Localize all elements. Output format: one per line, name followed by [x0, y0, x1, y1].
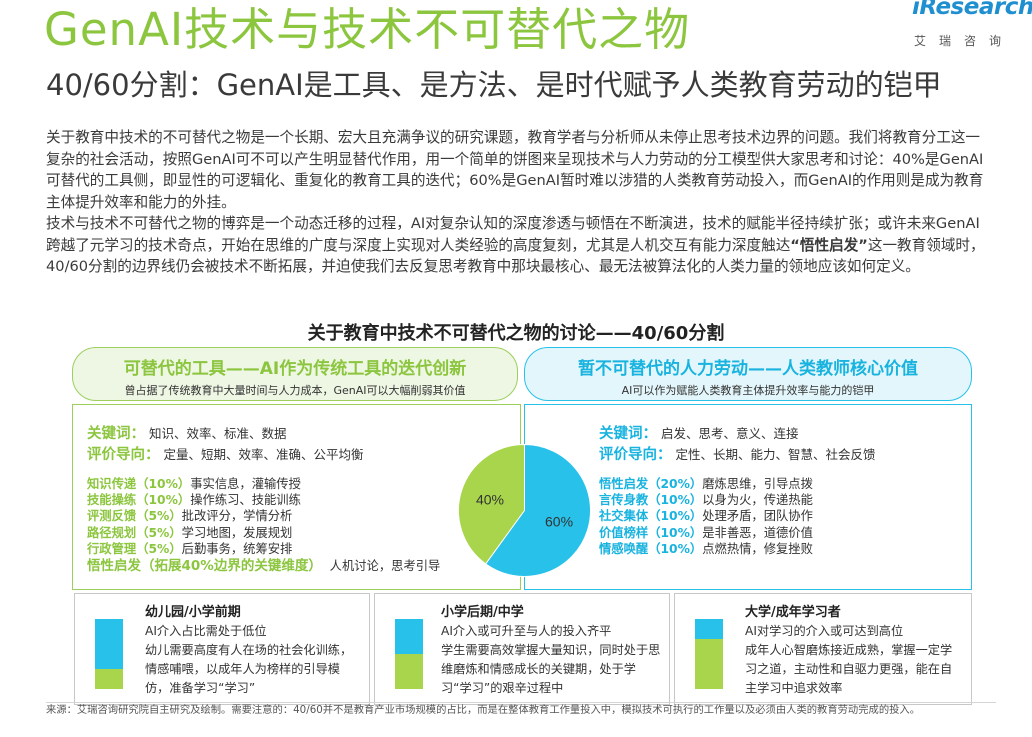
item-key: 悟性启发（20%） [599, 477, 703, 491]
item-key: 技能操练（10%） [87, 493, 191, 508]
item-key: 言传身教（10%） [599, 493, 703, 508]
page-title: GenAI技术与技术不可替代之物 [44, 3, 691, 56]
item-value: 操作练习、技能训练 [190, 493, 301, 508]
intro-p2-highlight: “悟性启发” [790, 236, 868, 254]
left-keywords-label: 关键词： [87, 426, 145, 442]
item-key: 评测反馈（5%） [87, 509, 182, 524]
pie-slice-label: 60% [545, 514, 573, 530]
list-item: 悟性启发（20%）磨炼思维，引导点拨 [599, 476, 813, 492]
card-line1: AI介入占比需处于低位 [145, 624, 267, 638]
item-value: 人机讨论，思考引导 [329, 559, 441, 574]
card-text: AI介入或可升至与人的投入齐平 学生需要高效掌握大量知识，同时处于思维磨炼和情感… [441, 622, 663, 698]
left-keywords-value: 知识、效率、标准、数据 [148, 426, 287, 441]
card-line1: AI介入或可升至与人的投入齐平 [441, 624, 612, 638]
card-text: AI介入占比需处于低位 幼儿需要高度有人在场的社会化训练，情感哺喂，以成年人为榜… [145, 622, 361, 698]
card-early-stage: 幼儿园/小学前期 AI介入占比需处于低位 幼儿需要高度有人在场的社会化训练，情感… [74, 593, 370, 705]
ai-share-bar [395, 619, 423, 689]
ai-share-bar-ai [95, 619, 123, 670]
logo-chinese: 艾瑞咨询 [914, 34, 1015, 48]
list-item: 悟性启发（拓展40%边界的关键维度） 人机讨论，思考引导 [87, 558, 440, 574]
section-title: 关于教育中技术不可替代之物的讨论——40/60分割 [307, 323, 725, 344]
intro-p2-c: 这一教育领域时，40/60分割的边界线仍会被技术不断拓展，并迫使我们去反复思考教… [46, 236, 985, 276]
left-evaluation-value: 定量、短期、效率、准确、公平均衡 [163, 447, 364, 462]
ai-share-bar [695, 619, 723, 689]
ai-share-bar-human [695, 638, 723, 689]
ai-share-bar [95, 619, 123, 689]
item-key: 价值榜样（10%） [599, 525, 703, 540]
right-items: 悟性启发（20%）磨炼思维，引导点拨 言传身教（10%）以身为火，传递热能 社交… [599, 476, 813, 557]
left-keywords: 关键词： 知识、效率、标准、数据 [87, 422, 287, 443]
left-panel: 关键词： 知识、效率、标准、数据 评价导向： 定量、短期、效率、准确、公平均衡 … [72, 404, 521, 590]
ai-share-bar-human [395, 654, 423, 689]
ai-share-bar-ai [395, 619, 423, 654]
item-key: 悟性启发（拓展40%边界的关键维度） [87, 558, 322, 575]
card-text: AI对学习的介入或可达到高位 成年人心智磨炼接近成熟，掌握一定学习之道，主动性和… [745, 622, 963, 698]
card-body: 成年人心智磨炼接近成熟，掌握一定学习之道，主动性和自驱力更强，能在自主学习中追求… [745, 643, 953, 695]
ai-share-bar-human [95, 669, 123, 689]
left-heading-box: 可替代的工具——AI作为传统工具的迭代创新 曾占据了传统教育中大量时间与人力成本… [72, 347, 518, 401]
list-item: 技能操练（10%）操作练习、技能训练 [87, 492, 440, 508]
list-item: 价值榜样（10%）是非善恶，道德价值 [599, 525, 813, 541]
item-value: 批改评分，学情分析 [181, 509, 293, 524]
item-value: 以身为火，传递热能 [702, 493, 813, 508]
item-key: 行政管理（5%） [87, 541, 182, 556]
intro-paragraph-2: 技术与技术不可替代之物的博弈是一个动态迁移的过程，AI对复杂认知的深度渗透与顿悟… [46, 213, 994, 278]
right-panel: 关键词： 启发、思考、意义、连接 评价导向： 定性、长期、能力、智慧、社会反馈 … [524, 404, 972, 590]
left-heading: 可替代的工具——AI作为传统工具的迭代创新 [123, 359, 467, 379]
item-value: 是非善恶，道德价值 [702, 525, 813, 540]
intro-paragraph-1: 关于教育中技术的不可替代之物是一个长期、宏大且充满争议的研究课题，教育学者与分析… [46, 129, 984, 211]
list-item: 知识传递（10%）事实信息，灌输传授 [87, 476, 440, 492]
list-item: 路径规划（5%）学习地图，发展规划 [87, 525, 440, 541]
ai-share-bar-ai [695, 619, 723, 639]
source-note: 来源：艾瑞咨询研究院自主研究及绘制。需要注意的：40/60并不是教育产业市场规模… [46, 704, 921, 716]
card-adult-stage: 大学/成年学习者 AI对学习的介入或可达到高位 成年人心智磨炼接近成熟，掌握一定… [674, 593, 972, 705]
card-title: 小学后期/中学 [441, 605, 524, 620]
item-key: 情感唤醒（10%） [599, 541, 703, 556]
list-item: 言传身教（10%）以身为火，传递热能 [599, 492, 813, 508]
card-middle-stage: 小学后期/中学 AI介入或可升至与人的投入齐平 学生需要高效掌握大量知识，同时处… [374, 593, 670, 705]
item-value: 事实信息，灌输传授 [190, 477, 301, 491]
pie-slice [485, 443, 591, 577]
item-key: 社交集体（10%） [599, 509, 703, 524]
card-body: 学生需要高效掌握大量知识，同时处于思维磨炼和情感成长的关键期，处于学习“学习”的… [441, 643, 661, 695]
list-item: 情感唤醒（10%）点燃热情，修复挫败 [599, 541, 813, 557]
item-key: 路径规划（5%） [87, 525, 182, 540]
right-evaluation: 评价导向： 定性、长期、能力、智慧、社会反馈 [599, 443, 876, 464]
left-evaluation-label: 评价导向： [87, 447, 160, 463]
card-line1: AI对学习的介入或可达到高位 [745, 624, 904, 638]
item-value: 磨炼思维，引导点拨 [702, 477, 813, 491]
iresearch-logo: iResearch 艾瑞咨询 [906, 0, 1032, 50]
card-title: 大学/成年学习者 [745, 605, 841, 620]
right-keywords-value: 启发、思考、意义、连接 [660, 426, 799, 441]
intro-text: 关于教育中技术的不可替代之物是一个长期、宏大且充满争议的研究课题，教育学者与分析… [46, 127, 994, 278]
item-value: 后勤事务，统筹安排 [181, 541, 293, 556]
right-subheading: AI可以作为赋能人类教育主体提升效率与能力的铠甲 [621, 384, 875, 397]
left-subheading: 曾占据了传统教育中大量时间与人力成本，GenAI可以大幅削弱其价值 [124, 384, 466, 397]
right-evaluation-value: 定性、长期、能力、智慧、社会反馈 [675, 447, 876, 462]
pie-slice [458, 443, 525, 565]
left-evaluation: 评价导向： 定量、短期、效率、准确、公平均衡 [87, 443, 364, 464]
item-value: 处理矛盾，团队协作 [702, 509, 813, 524]
pie-slice-label: 40% [476, 491, 504, 507]
pie-chart: 40% 60% [458, 443, 591, 577]
left-items: 知识传递（10%）事实信息，灌输传授 技能操练（10%）操作练习、技能训练 评测… [87, 476, 440, 574]
logo-wordmark: iResearch [912, 0, 1032, 20]
card-title: 幼儿园/小学前期 [145, 605, 241, 620]
item-value: 学习地图，发展规划 [181, 525, 293, 540]
list-item: 行政管理（5%）后勤事务，统筹安排 [87, 541, 440, 557]
intro-p2-a: 技术与技术不可替代之物的博弈是一个动态迁移的过程，AI对复杂认知的深度渗透与顿悟… [46, 215, 980, 254]
card-body: 幼儿需要高度有人在场的社会化训练，情感哺喂，以成年人为榜样的引导模仿，准备学习“… [145, 643, 353, 695]
footer-divider [46, 702, 996, 703]
right-keywords: 关键词： 启发、思考、意义、连接 [599, 422, 799, 443]
right-heading-box: 暂不可替代的人力劳动——人类教师核心价值 AI可以作为赋能人类教育主体提升效率与… [524, 347, 972, 401]
item-key: 知识传递（10%） [87, 477, 191, 491]
list-item: 评测反馈（5%）批改评分，学情分析 [87, 508, 440, 524]
right-keywords-label: 关键词： [599, 426, 657, 442]
right-heading: 暂不可替代的人力劳动——人类教师核心价值 [578, 359, 918, 379]
item-value: 点燃热情，修复挫败 [702, 541, 813, 556]
page-subtitle: 40/60分割：GenAI是工具、是方法、是时代赋予人类教育劳动的铠甲 [46, 68, 942, 102]
list-item: 社交集体（10%）处理矛盾，团队协作 [599, 508, 813, 524]
right-evaluation-label: 评价导向： [599, 447, 672, 463]
